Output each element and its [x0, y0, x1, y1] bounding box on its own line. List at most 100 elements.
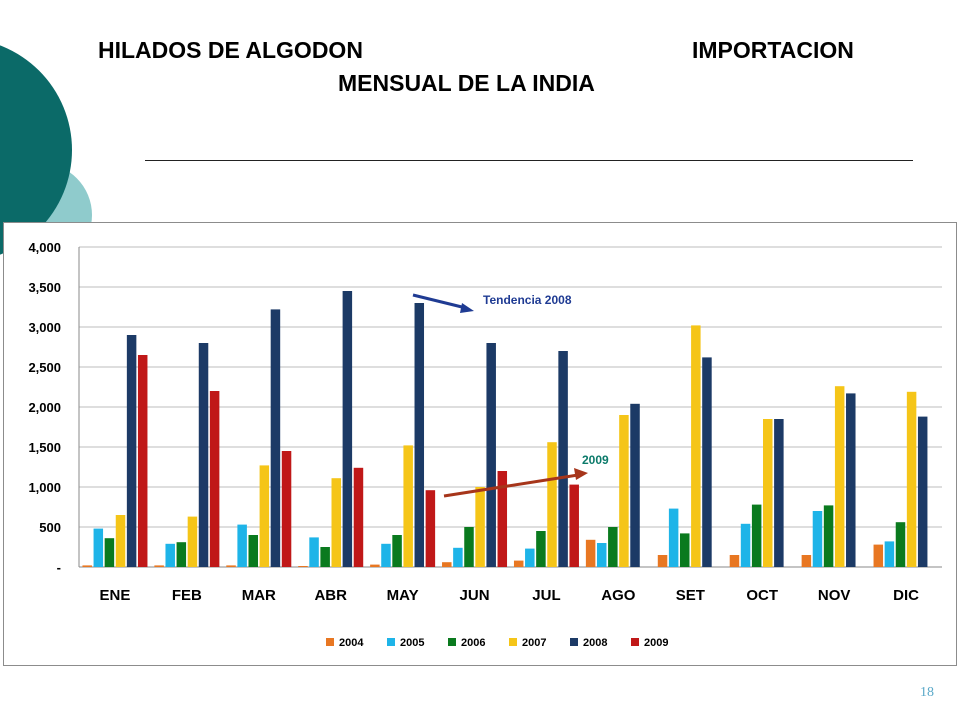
bar-2009-ene [137, 355, 148, 567]
legend-swatch-2008 [570, 638, 578, 646]
y-tick-label: 2,500 [28, 360, 61, 375]
legend-label: 2005 [400, 637, 424, 649]
bar-2007-ago [619, 415, 629, 567]
bar-2009-abr [353, 467, 364, 567]
x-tick-label: JUL [532, 587, 560, 604]
bar-2007-abr [331, 478, 342, 567]
bar-2008-ene [126, 335, 137, 567]
bar-2004-jun [442, 562, 452, 567]
bar-2007-jun [475, 487, 485, 567]
x-tick-label: SET [676, 587, 705, 604]
bar-2007-ene [115, 515, 126, 567]
bar-2007-feb [187, 516, 198, 567]
bar-2005-nov [812, 511, 823, 567]
trend-2009-arrow-line [443, 473, 579, 498]
y-tick-label: 4,000 [28, 240, 61, 255]
bar-2006-ago [608, 527, 618, 567]
bar-2008-oct [774, 419, 784, 567]
legend-label: 2007 [522, 637, 546, 649]
x-tick-label: ABR [314, 587, 347, 604]
title-divider [145, 160, 913, 161]
legend-swatch-2007 [509, 638, 517, 646]
legend-swatch-2009 [631, 638, 639, 646]
y-tick-label: 3,000 [28, 320, 61, 335]
legend-swatch-2005 [387, 638, 395, 646]
decorative-dark-circle [0, 45, 72, 255]
bar-2004-set [657, 555, 668, 567]
bar-2004-jul [513, 560, 524, 567]
y-tick-label: 500 [39, 520, 61, 535]
bar-2004-ago [585, 539, 596, 567]
bar-2007-set [691, 325, 701, 567]
bar-2007-mar [259, 465, 270, 567]
bar-2008-nov [846, 393, 856, 567]
bar-2006-set [679, 533, 690, 567]
bar-2008-dic [917, 416, 928, 567]
annotation-2009: 2009 [582, 453, 609, 467]
bar-2009-may [425, 490, 436, 567]
x-tick-label: MAY [387, 587, 419, 604]
trend-2008-arrow-line [412, 293, 467, 310]
x-tick-label: NOV [818, 587, 851, 604]
bar-2006-jul [536, 531, 546, 567]
bar-2009-feb [209, 391, 220, 567]
page-number: 18 [920, 685, 934, 700]
bar-2007-jul [547, 442, 557, 567]
bar-2007-nov [834, 386, 845, 567]
bar-2005-ago [596, 543, 607, 567]
bar-chart: - 500 1,000 1,500 2,000 2,500 3,000 3,500 4,000 E… [28, 240, 942, 649]
x-tick-label: JUN [460, 587, 490, 604]
x-tick-label: DIC [893, 587, 919, 604]
bar-2007-may [403, 445, 413, 567]
bar-2005-jun [453, 547, 463, 567]
bar-2005-may [381, 543, 391, 567]
x-tick-label: AGO [601, 587, 636, 604]
bar-2005-abr [309, 537, 319, 567]
y-tick-label: 3,500 [28, 280, 61, 295]
bar-2008-ago [630, 403, 640, 567]
bar-2006-oct [751, 504, 762, 567]
bar-2006-feb [176, 542, 187, 567]
bar-2006-abr [320, 547, 330, 567]
bar-2007-oct [763, 419, 773, 567]
y-tick-label: 1,500 [28, 440, 61, 455]
y-tick-label: 1,000 [28, 480, 61, 495]
bar-2006-mar [248, 535, 258, 567]
bar-2005-set [668, 508, 679, 567]
bar-2007-dic [906, 391, 917, 567]
x-tick-label: ENE [100, 587, 131, 604]
bar-2004-may [370, 564, 380, 567]
y-tick-label: 2,000 [28, 400, 61, 415]
bar-2006-may [392, 535, 402, 567]
chart-container: - 500 1,000 1,500 2,000 2,500 3,000 3,500 4,000 E… [3, 222, 957, 666]
bar-2004-nov [801, 555, 812, 567]
bar-2006-nov [823, 505, 834, 567]
slide-title-part2: IMPORTACION [692, 37, 854, 63]
bar-2005-oct [740, 523, 751, 567]
bar-2008-mar [270, 309, 281, 567]
x-tick-label: MAR [242, 587, 276, 604]
x-tick-label: FEB [172, 587, 202, 604]
slide-title-part1: HILADOS DE ALGODON [98, 37, 363, 63]
bar-2006-ene [104, 538, 115, 567]
bar-2006-dic [895, 522, 906, 567]
legend-label: 2004 [339, 637, 364, 649]
legend-swatch-2004 [326, 638, 334, 646]
bar-2004-abr [298, 566, 308, 567]
trend-2009-arrowhead [574, 468, 588, 480]
bar-2005-jul [525, 548, 535, 567]
bar-2008-may [414, 303, 425, 567]
bar-2008-jun [486, 343, 496, 567]
bar-2009-jul [569, 484, 579, 567]
bar-2004-dic [873, 544, 884, 567]
slide-title-line2: MENSUAL DE LA INDIA [338, 70, 595, 96]
y-tick-label: - [57, 560, 61, 575]
bar-2005-feb [165, 543, 175, 567]
bar-2006-jun [464, 527, 474, 567]
legend-label: 2008 [583, 637, 607, 649]
bar-2004-ene [82, 565, 92, 567]
bar-2005-dic [884, 541, 895, 567]
legend-label: 2009 [644, 637, 668, 649]
legend-swatch-2006 [448, 638, 456, 646]
bar-2005-ene [93, 528, 104, 567]
